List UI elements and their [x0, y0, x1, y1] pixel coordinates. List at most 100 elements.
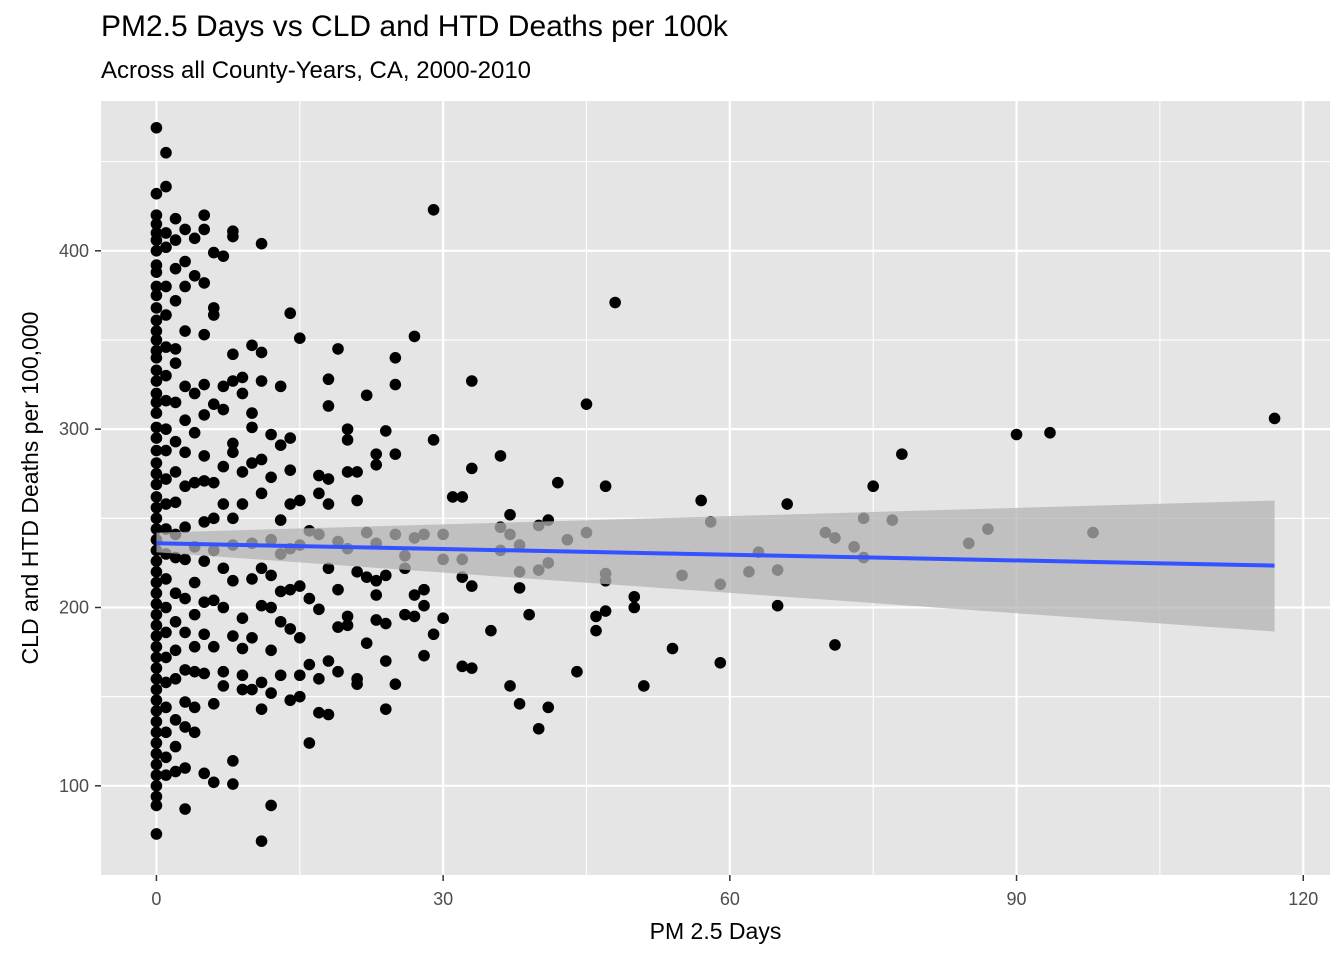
- data-point: [169, 357, 182, 369]
- data-point: [227, 348, 239, 361]
- data-point: [188, 387, 201, 400]
- data-point: [227, 375, 239, 387]
- data-point: [207, 476, 220, 489]
- data-point: [150, 245, 163, 257]
- data-point: [322, 498, 335, 510]
- data-point: [341, 423, 354, 435]
- data-point: [265, 687, 277, 699]
- data-point: [255, 237, 268, 250]
- data-point: [274, 439, 287, 451]
- x-tick-label: 120: [1288, 889, 1318, 909]
- data-point: [150, 302, 163, 314]
- data-point: [160, 280, 172, 293]
- data-point: [427, 203, 440, 216]
- data-point: [341, 434, 354, 446]
- data-point: [179, 255, 191, 268]
- data-point: [160, 423, 172, 435]
- data-point: [160, 751, 172, 764]
- data-point: [341, 466, 354, 478]
- data-point: [179, 446, 191, 459]
- data-point: [284, 464, 297, 476]
- data-point: [236, 498, 249, 510]
- data-point: [456, 571, 469, 583]
- data-point: [408, 610, 421, 623]
- data-point: [150, 651, 163, 664]
- data-point: [408, 330, 421, 343]
- data-point: [150, 387, 163, 400]
- data-point: [418, 649, 430, 662]
- data-point: [188, 476, 201, 489]
- data-point: [370, 614, 383, 626]
- data-point: [265, 601, 277, 614]
- data-point: [150, 457, 163, 469]
- data-point: [179, 721, 191, 733]
- data-point: [179, 380, 191, 393]
- data-point: [437, 612, 449, 624]
- data-point: [217, 403, 230, 416]
- data-point: [466, 462, 478, 475]
- data-point: [150, 467, 163, 480]
- data-point: [207, 246, 220, 259]
- data-point: [160, 726, 172, 739]
- data-point: [169, 396, 182, 409]
- data-point: [150, 421, 163, 434]
- data-point: [523, 608, 535, 621]
- data-point: [638, 680, 650, 692]
- data-point: [236, 612, 249, 624]
- data-point: [322, 562, 335, 575]
- data-point: [255, 346, 268, 359]
- data-point: [504, 508, 516, 521]
- data-point: [274, 669, 287, 682]
- data-point: [160, 676, 172, 689]
- data-point: [150, 758, 163, 771]
- data-point: [150, 523, 163, 535]
- data-point: [150, 334, 163, 346]
- data-point: [217, 250, 230, 262]
- data-point: [150, 512, 163, 525]
- data-point: [284, 432, 297, 444]
- data-point: [150, 444, 163, 457]
- data-point: [896, 448, 908, 460]
- data-point: [169, 587, 182, 600]
- data-point: [160, 180, 172, 193]
- data-point: [322, 708, 335, 721]
- data-point: [322, 655, 335, 667]
- data-point: [198, 516, 211, 528]
- y-tick-label: 100: [59, 776, 89, 796]
- data-point: [217, 562, 230, 575]
- data-point: [150, 705, 163, 717]
- data-point: [293, 332, 306, 344]
- data-point: [341, 610, 354, 623]
- data-point: [236, 466, 249, 478]
- data-point: [513, 582, 526, 594]
- data-point: [370, 574, 383, 587]
- data-point: [150, 694, 163, 707]
- data-point: [360, 637, 373, 649]
- data-point: [160, 769, 172, 781]
- data-point: [150, 375, 163, 387]
- data-point: [169, 740, 182, 753]
- data-point: [150, 683, 163, 696]
- data-point: [150, 352, 163, 364]
- data-point: [150, 747, 163, 760]
- data-point: [227, 512, 239, 525]
- regression-line: [156, 541, 1275, 568]
- data-point: [179, 414, 191, 427]
- data-point: [399, 608, 411, 621]
- data-point: [169, 234, 182, 246]
- data-point: [255, 453, 268, 466]
- data-point: [179, 480, 191, 493]
- data-point: [188, 608, 201, 621]
- data-point: [169, 496, 182, 509]
- data-point: [456, 660, 469, 673]
- data-point: [1010, 428, 1023, 441]
- data-point: [666, 642, 679, 655]
- data-point: [150, 407, 163, 419]
- data-point: [322, 473, 335, 485]
- data-point: [293, 494, 306, 507]
- data-point: [179, 521, 191, 534]
- data-point: [188, 426, 201, 439]
- data-point: [255, 375, 268, 387]
- data-point: [1268, 412, 1281, 425]
- data-point: [504, 680, 516, 692]
